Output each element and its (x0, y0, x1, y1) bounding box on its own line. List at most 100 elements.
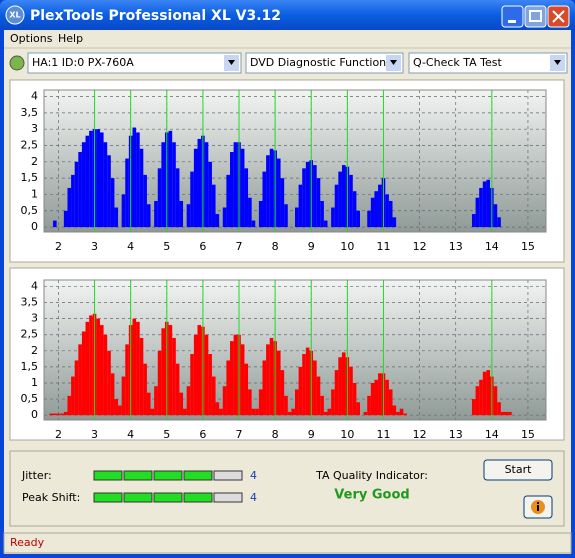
histogram-bar (255, 408, 259, 416)
drive-select[interactable] (27, 52, 242, 74)
maximize-button[interactable] (524, 5, 547, 28)
histogram-bar (385, 379, 389, 416)
histogram-bar (139, 148, 144, 228)
histogram-bar (504, 411, 509, 416)
x-tick-label: 12 (413, 240, 427, 253)
plot-border (43, 279, 547, 421)
x-tick-label: 7 (236, 240, 243, 253)
y-tick-label: 1 (31, 376, 38, 389)
jitter-value: 4 (250, 469, 257, 482)
histogram-bar (298, 184, 303, 228)
histogram-bar (388, 200, 393, 228)
histogram-bar (266, 155, 270, 228)
histogram-bar (266, 344, 270, 416)
histogram-bar (370, 382, 375, 416)
histogram-bar (500, 411, 505, 416)
histogram-bar (248, 389, 252, 416)
histogram-bar (222, 207, 227, 228)
window-buttons[interactable] (501, 5, 570, 28)
histogram-bar (121, 376, 126, 416)
histogram-bar (53, 220, 57, 228)
y-tick-label: 4 (31, 90, 38, 103)
histogram-bar (103, 142, 108, 228)
histogram-bar (341, 165, 346, 228)
histogram-bar (320, 395, 324, 416)
histogram-bar (211, 376, 216, 416)
histogram-bar (154, 386, 158, 416)
histogram-bar (197, 325, 202, 416)
histogram-bar (146, 204, 151, 228)
x-tick-label: 10 (340, 428, 354, 441)
x-tick-label: 8 (272, 240, 279, 253)
app-icon (5, 5, 25, 25)
menu-item[interactable]: Options (10, 32, 53, 45)
meter-segment-filled (123, 470, 153, 481)
minimize-button[interactable] (501, 5, 524, 28)
histogram-bar (157, 350, 162, 416)
drive-icon (9, 55, 25, 71)
y-tick-label: 2,5 (21, 328, 39, 341)
y-tick-label: 2 (31, 344, 38, 357)
histogram-bar (125, 344, 129, 416)
histogram-bar (479, 379, 483, 416)
histogram-bar (226, 174, 230, 228)
jitter-label: Jitter: (21, 469, 52, 482)
histogram-bar (475, 197, 480, 228)
meter-segment-empty (213, 470, 243, 481)
histogram-bar (179, 392, 184, 416)
test-select[interactable] (408, 52, 568, 74)
histogram-bar (352, 191, 357, 228)
histogram-bar (374, 191, 379, 228)
histogram-bar (331, 207, 335, 228)
histogram-bar (258, 200, 263, 228)
start-button[interactable] (483, 459, 553, 481)
x-tick-label: 15 (521, 240, 535, 253)
x-tick-label: 15 (521, 428, 535, 441)
histogram-bar (349, 366, 353, 416)
histogram-bar (471, 399, 476, 416)
histogram-bar (114, 399, 119, 416)
histogram-bar (493, 386, 498, 416)
menu-item[interactable]: Help (58, 32, 83, 45)
histogram-bar (78, 152, 82, 228)
histogram-bar (295, 207, 299, 228)
histogram-bar (74, 360, 79, 416)
histogram-bar (244, 168, 249, 228)
histogram-bar (219, 408, 223, 416)
x-tick-label: 5 (163, 240, 170, 253)
histogram-bar (146, 392, 151, 416)
histogram-bar (269, 337, 274, 416)
histogram-bar (262, 360, 267, 416)
histogram-bar (110, 178, 115, 228)
x-tick-label: 6 (199, 428, 206, 441)
histogram-bar (338, 171, 342, 228)
histogram-bar (157, 168, 162, 228)
histogram-bar (222, 386, 227, 416)
x-tick-label: 9 (308, 240, 315, 253)
y-tick-label: 1,5 (21, 171, 39, 184)
histogram-bar (323, 411, 328, 416)
histogram-bar (482, 181, 487, 228)
histogram-bar (96, 318, 100, 416)
x-tick-label: 12 (413, 428, 427, 441)
x-tick-label: 2 (55, 240, 62, 253)
histogram-bar (471, 214, 476, 228)
function-select-text: DVD Diagnostic Functions (250, 56, 392, 69)
histogram-bar (74, 161, 79, 228)
histogram-bar (291, 408, 295, 416)
histogram-bar (244, 363, 249, 416)
histogram-bar (284, 395, 288, 416)
histogram-bar (262, 171, 267, 228)
histogram-bar (161, 328, 165, 416)
y-tick-label: 3,5 (21, 296, 39, 309)
histogram-bar (305, 347, 310, 416)
app-icon-text: XL (9, 11, 20, 20)
x-tick-label: 14 (485, 428, 499, 441)
histogram-bar (193, 334, 198, 416)
x-tick-label: 11 (376, 240, 390, 253)
ta-label: TA Quality Indicator: (315, 469, 428, 482)
histogram-bar (486, 370, 491, 416)
histogram-bar (81, 142, 86, 228)
x-tick-label: 4 (127, 428, 134, 441)
function-select[interactable] (245, 52, 404, 74)
